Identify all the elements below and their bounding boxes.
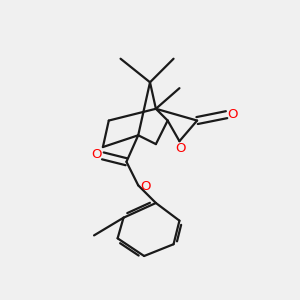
- Text: O: O: [227, 108, 238, 121]
- Text: O: O: [91, 148, 102, 160]
- Text: O: O: [176, 142, 186, 155]
- Text: O: O: [140, 180, 151, 193]
